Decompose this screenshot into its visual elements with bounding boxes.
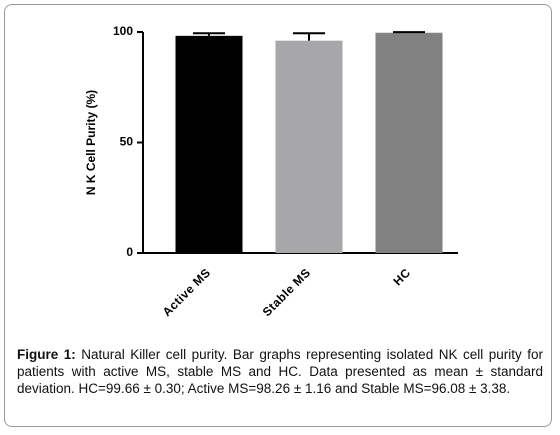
y-tick-label: 100: [113, 24, 133, 38]
y-tick-label: 0: [126, 245, 133, 259]
chart: N K Cell Purity (%) 0 50 100 Active MS Stable…: [84, 24, 458, 319]
error-bar: [393, 31, 425, 34]
bar: [375, 32, 443, 253]
caption-text: Natural Killer cell purity. Bar graphs r…: [17, 347, 543, 396]
x-tick-label: Active MS: [160, 265, 214, 319]
bar: [175, 35, 243, 254]
y-axis-title: N K Cell Purity (%): [84, 90, 98, 195]
figure-frame: [4, 4, 552, 427]
x-tick-label: HC: [390, 265, 413, 288]
error-bar: [193, 32, 225, 36]
y-tick-label: 50: [120, 135, 134, 149]
caption: Figure 1: Natural Killer cell purity. Ba…: [17, 346, 543, 397]
x-tick-label: Stable MS: [260, 265, 314, 319]
caption-label: Figure 1:: [17, 347, 76, 362]
bar: [275, 40, 343, 253]
error-bar: [293, 32, 325, 41]
